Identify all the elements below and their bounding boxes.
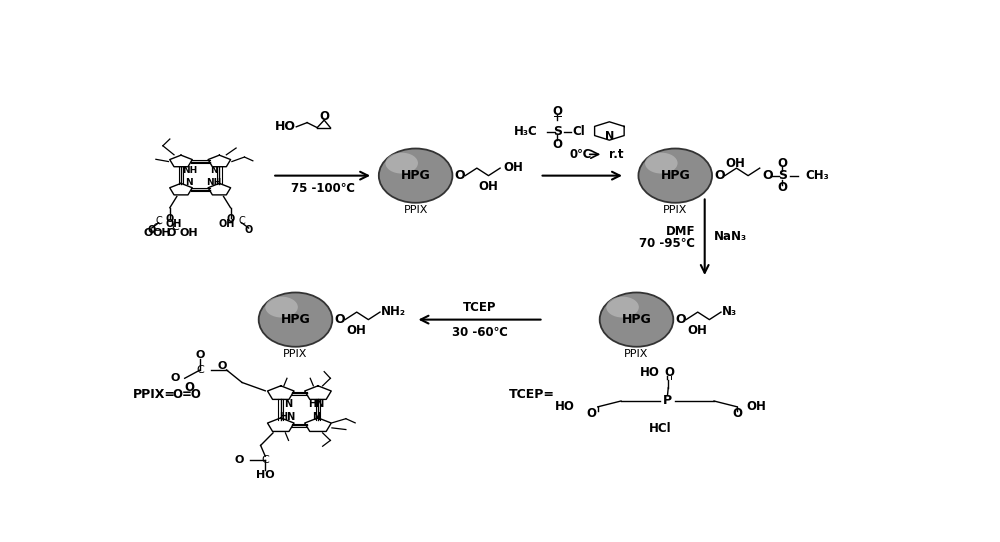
Text: OH: OH (153, 228, 172, 238)
Text: HO: HO (640, 366, 660, 379)
Ellipse shape (379, 149, 452, 203)
Text: O: O (184, 380, 194, 393)
Text: N: N (605, 131, 614, 140)
Text: C: C (261, 455, 269, 466)
Text: HPG: HPG (401, 169, 430, 182)
Text: S: S (778, 169, 787, 182)
Text: Cl: Cl (572, 125, 585, 138)
Text: H₃C: H₃C (514, 125, 538, 138)
Text: 75 -100℃: 75 -100℃ (291, 182, 355, 195)
Text: O: O (234, 455, 244, 466)
Text: OH: OH (346, 324, 366, 337)
Text: C: C (172, 222, 179, 232)
Text: O: O (195, 350, 205, 360)
Text: O: O (144, 228, 153, 238)
Text: O: O (454, 169, 465, 182)
Text: TCEP=: TCEP= (509, 388, 555, 401)
Text: O: O (552, 105, 562, 118)
Text: O: O (777, 181, 787, 194)
Text: O: O (319, 110, 329, 123)
Ellipse shape (600, 293, 673, 347)
Text: OH: OH (747, 401, 766, 414)
Text: TCEP: TCEP (463, 301, 496, 314)
Ellipse shape (645, 153, 678, 173)
Text: NH: NH (207, 178, 222, 187)
Text: HPG: HPG (281, 313, 310, 326)
Text: HPG: HPG (660, 169, 690, 182)
Text: OH: OH (503, 161, 523, 174)
Text: OH: OH (166, 220, 182, 229)
Text: C: C (238, 216, 245, 225)
Text: HN: HN (308, 398, 325, 409)
Text: O: O (173, 388, 183, 401)
Text: 30 -60℃: 30 -60℃ (452, 326, 508, 339)
Text: N: N (284, 398, 292, 409)
Text: N₃: N₃ (722, 305, 737, 318)
Text: OH: OH (479, 179, 498, 192)
Text: P: P (663, 395, 672, 408)
Text: S: S (553, 125, 562, 138)
Text: HO: HO (256, 469, 275, 480)
Text: O: O (245, 225, 253, 235)
Text: PPIX: PPIX (283, 349, 308, 359)
Text: HCl: HCl (648, 422, 671, 435)
Text: HPG: HPG (622, 313, 651, 326)
Text: C: C (155, 216, 162, 225)
Text: 70 -95℃: 70 -95℃ (639, 237, 695, 250)
Text: O: O (166, 214, 174, 224)
Text: OH: OH (687, 324, 707, 337)
Text: OH: OH (726, 157, 746, 170)
Text: C: C (152, 223, 160, 233)
Text: O: O (763, 169, 773, 182)
Text: O: O (714, 169, 725, 182)
Text: NaN₃: NaN₃ (714, 230, 747, 243)
Text: N: N (210, 166, 218, 175)
Text: OH: OH (179, 228, 198, 238)
Text: NH₂: NH₂ (381, 305, 406, 318)
Text: O: O (732, 407, 742, 420)
Ellipse shape (265, 296, 298, 318)
Text: O: O (171, 373, 180, 383)
Ellipse shape (606, 296, 639, 318)
Text: HN: HN (280, 412, 296, 422)
Text: HO: HO (274, 120, 296, 133)
Text: O: O (664, 366, 674, 379)
Text: O: O (334, 313, 345, 326)
Text: r.t: r.t (609, 148, 623, 161)
Text: N: N (186, 178, 193, 187)
Text: HO: HO (555, 401, 574, 414)
Text: O: O (587, 407, 597, 420)
Text: O: O (167, 228, 176, 238)
Text: 0℃: 0℃ (570, 148, 592, 161)
Text: PPIX: PPIX (403, 205, 428, 215)
Text: O: O (675, 313, 686, 326)
Text: DMF: DMF (666, 225, 695, 238)
Ellipse shape (385, 153, 418, 173)
Text: O: O (148, 225, 156, 235)
Text: PPIX: PPIX (624, 349, 649, 359)
Text: O: O (552, 138, 562, 151)
Text: PPIX=: PPIX= (132, 388, 175, 401)
Ellipse shape (638, 149, 712, 203)
Text: O: O (226, 214, 235, 224)
Text: =O: =O (182, 388, 201, 401)
Text: N: N (312, 412, 320, 422)
Text: NH: NH (182, 166, 197, 175)
Text: PPIX: PPIX (663, 205, 687, 215)
Text: C: C (196, 365, 204, 375)
Text: O: O (217, 361, 227, 371)
Ellipse shape (259, 293, 332, 347)
Text: O: O (777, 157, 787, 170)
Text: CH₃: CH₃ (805, 169, 829, 182)
Text: OH: OH (218, 220, 235, 229)
